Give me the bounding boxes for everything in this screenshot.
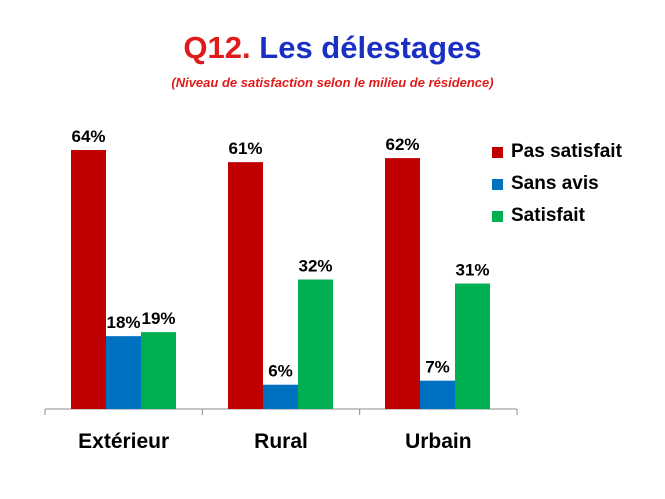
bar-exterieur-satisfait [141,332,176,409]
data-label-rural-pas-satisfait: 61% [228,139,262,158]
chart-title: Q12. Les délestages [0,30,665,66]
x-tick-label-urbain: Urbain [405,430,472,453]
bar-urbain-pas-satisfait [385,158,420,409]
legend-label-pas-satisfait: Pas satisfait [511,141,622,162]
legend-item-satisfait: Satisfait [492,200,622,232]
legend-swatch-sans-avis [492,178,503,190]
legend: Pas satisfait Sans avis Satisfait [492,136,622,232]
data-label-rural-sans-avis: 6% [268,362,293,381]
legend-label-sans-avis: Sans avis [511,173,599,194]
legend-swatch-satisfait [492,210,503,222]
legend-item-sans-avis: Sans avis [492,168,622,200]
data-label-exterieur-pas-satisfait: 64% [71,127,105,146]
data-label-urbain-satisfait: 31% [455,261,489,280]
x-tick-label-rural: Rural [254,430,308,453]
x-tick-label-exterieur: Extérieur [78,430,169,453]
bar-rural-sans-avis [263,384,298,409]
bar-exterieur-pas-satisfait [71,150,106,409]
legend-swatch-pas-satisfait [492,146,503,158]
chart-subtitle: (Niveau de satisfaction selon le milieu … [171,75,494,90]
bar-rural-satisfait [298,279,333,409]
bar-rural-pas-satisfait [228,162,263,409]
data-label-urbain-sans-avis: 7% [425,358,450,377]
bar-urbain-sans-avis [420,380,455,409]
bar-exterieur-sans-avis [106,336,141,409]
title-prefix: Q12. [183,30,251,65]
data-label-exterieur-satisfait: 19% [141,309,175,328]
title-main: Les délestages [259,30,482,65]
legend-label-satisfait: Satisfait [511,205,585,226]
bar-urbain-satisfait [455,283,490,409]
legend-item-pas-satisfait: Pas satisfait [492,136,622,168]
data-label-urbain-pas-satisfait: 62% [385,135,419,154]
data-label-exterieur-sans-avis: 18% [106,313,140,332]
data-label-rural-satisfait: 32% [298,257,332,276]
